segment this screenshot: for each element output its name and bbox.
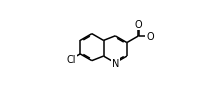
Text: N: N: [112, 58, 119, 68]
Text: Cl: Cl: [67, 54, 76, 64]
Text: O: O: [146, 32, 154, 41]
Text: O: O: [135, 20, 142, 30]
